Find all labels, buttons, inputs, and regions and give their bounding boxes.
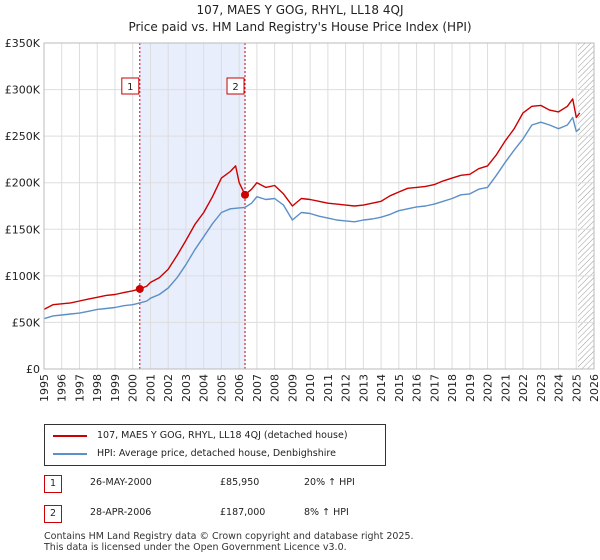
x-tick-label: 2026: [588, 374, 600, 402]
sale-badge: 2: [44, 505, 62, 523]
sale-badge: 1: [44, 475, 62, 493]
x-tick-label: 1997: [73, 374, 86, 402]
x-tick-label: 2012: [340, 374, 353, 402]
x-tick-label: 2013: [357, 374, 370, 402]
sale-point: [135, 284, 144, 293]
x-tick-label: 2019: [464, 374, 477, 402]
x-tick-label: 1995: [38, 374, 51, 402]
y-tick-label: £350K: [5, 37, 41, 50]
sale-label-text: 1: [127, 82, 133, 93]
legend: 107, MAES Y GOG, RHYL, LL18 4QJ (detache…: [44, 424, 386, 466]
footer-line: Contains HM Land Registry data © Crown c…: [44, 531, 414, 542]
y-tick-label: £150K: [5, 223, 41, 236]
x-tick-label: 2022: [517, 374, 530, 402]
x-tick-label: 2003: [180, 374, 193, 402]
y-tick-label: £50K: [12, 316, 41, 329]
legend-swatch-hpi: [53, 452, 87, 455]
x-tick-label: 2023: [535, 374, 548, 402]
x-tick-label: 2011: [322, 374, 335, 402]
footer-line: This data is licensed under the Open Gov…: [44, 542, 347, 553]
legend-item-property: 107, MAES Y GOG, RHYL, LL18 4QJ (detache…: [53, 428, 348, 444]
sale-hpi-change: 8% ↑ HPI: [304, 507, 349, 518]
y-tick-label: £0: [26, 363, 40, 376]
sale-label-box: [121, 77, 140, 95]
plot-frame: [43, 42, 595, 370]
x-tick-label: 1998: [91, 374, 104, 402]
x-tick-label: 2005: [215, 374, 228, 402]
sale-date: 26-MAY-2000: [90, 477, 152, 488]
x-tick-label: 2024: [553, 374, 566, 402]
x-tick-label: 2020: [482, 374, 495, 402]
footer: Contains HM Land Registry data © Crown c…: [44, 531, 414, 553]
legend-swatch-property: [53, 434, 87, 437]
y-tick-label: £100K: [5, 270, 41, 283]
plot-area: [44, 43, 594, 369]
series-line: [43, 116, 581, 320]
chart-title: 107, MAES Y GOG, RHYL, LL18 4QJ: [196, 3, 404, 17]
x-tick-label: 2000: [127, 374, 140, 402]
legend-label-property: 107, MAES Y GOG, RHYL, LL18 4QJ (detache…: [97, 430, 348, 441]
x-tick-label: 2014: [375, 374, 388, 402]
x-tick-label: 2025: [570, 374, 583, 402]
forecast-hatch: [578, 43, 594, 369]
x-tick-label: 2002: [162, 374, 175, 402]
chart-subtitle: Price paid vs. HM Land Registry's House …: [128, 20, 472, 34]
sale-row: 1 26-MAY-2000 £85,950 20% ↑ HPI: [44, 475, 444, 493]
x-tick-label: 2016: [411, 374, 424, 402]
x-tick-label: 2010: [304, 374, 317, 402]
price-chart: 1 2 £0 £50K £100K £150K £200K £250K £300K £350K 19…: [5, 37, 600, 402]
y-tick-label: £250K: [5, 130, 41, 143]
x-tick-label: 2007: [251, 374, 264, 402]
sale-row: 2 28-APR-2006 £187,000 8% ↑ HPI: [44, 505, 444, 523]
x-tick-label: 2017: [428, 374, 441, 402]
sale-price: £187,000: [220, 507, 266, 518]
sale-date: 28-APR-2006: [90, 507, 152, 518]
sale-label-box: [226, 77, 245, 95]
legend-item-hpi: HPI: Average price, detached house, Denb…: [53, 446, 336, 462]
sale-hpi-change: 20% ↑ HPI: [304, 477, 355, 488]
x-tick-label: 2009: [286, 374, 299, 402]
sale-price: £85,950: [220, 477, 260, 488]
y-tick-label: £200K: [5, 177, 41, 190]
sale-label-text: 2: [232, 82, 238, 93]
x-tick-label: 2018: [446, 374, 459, 402]
x-tick-label: 2001: [144, 374, 157, 402]
y-tick-label: £300K: [5, 84, 41, 97]
x-tick-label: 2008: [269, 374, 282, 402]
ownership-shade: [139, 43, 246, 369]
sale-point: [241, 190, 250, 199]
x-tick-label: 2015: [393, 374, 406, 402]
x-tick-label: 1999: [109, 374, 122, 402]
x-tick-label: 2006: [233, 374, 246, 402]
x-tick-label: 1996: [56, 374, 69, 402]
x-tick-label: 2021: [499, 374, 512, 402]
legend-label-hpi: HPI: Average price, detached house, Denb…: [97, 448, 336, 459]
x-tick-label: 2004: [198, 374, 211, 402]
